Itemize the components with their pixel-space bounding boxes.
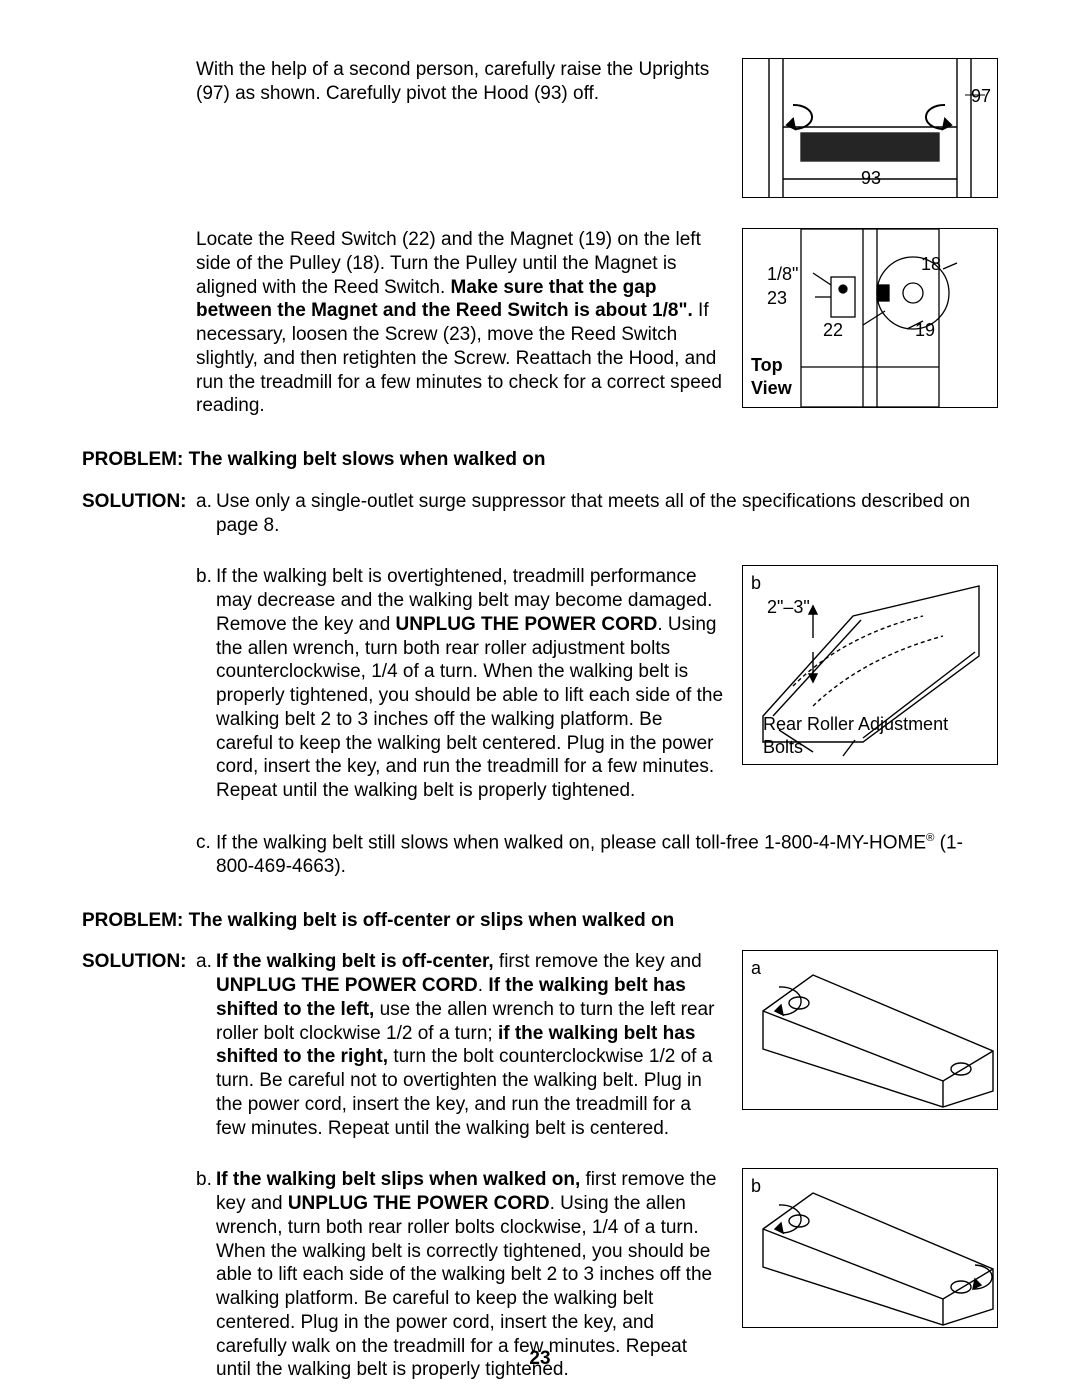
label-97: 97 [971, 85, 991, 108]
step-text-c: If the walking belt still slows when wal… [216, 831, 998, 879]
fig-offcenter-a: a [742, 950, 998, 1110]
solution-label-2: SOLUTION: [82, 950, 196, 1146]
solution-slow-c: c. If the walking belt still slows when … [196, 831, 998, 879]
fig-reed: 1/8" 23 18 22 19 Top View [742, 228, 998, 408]
uprights-row: With the help of a second person, carefu… [82, 58, 998, 198]
label-top-view: Top View [751, 354, 792, 399]
problem-slow-heading: PROBLEM: The walking belt slows when wal… [82, 448, 998, 472]
step-letter-b: b. [196, 565, 216, 803]
fig-tag-oc-a: a [751, 957, 761, 980]
label-19: 19 [915, 319, 935, 342]
label-93: 93 [861, 167, 881, 190]
fig-tag-b: b [751, 572, 761, 595]
reed-row: Locate the Reed Switch (22) and the Magn… [82, 228, 998, 418]
solution-label: SOLUTION: [82, 490, 196, 544]
solution-slow-b-row: b. If the walking belt is overtightened,… [82, 565, 998, 809]
fig-caption: Rear Roller Adjustment Bolts [763, 713, 987, 758]
step-letter-oc-a: a. [196, 950, 216, 1140]
label-23: 23 [767, 287, 787, 310]
fig-uprights: 97 93 [742, 58, 998, 198]
solution-offcenter-a-row: SOLUTION: a. If the walking belt is off-… [82, 950, 998, 1146]
step-text-b: If the walking belt is overtightened, tr… [216, 565, 724, 803]
step-letter-a: a. [196, 490, 216, 538]
label-22: 22 [823, 319, 843, 342]
fig-range: 2"–3" [767, 596, 810, 619]
fig-belt-lift: b 2"–3" Rear Roller Adjustment Bolts [742, 565, 998, 765]
step-text-a: Use only a single-outlet surge suppresso… [216, 490, 998, 538]
uprights-text: With the help of a second person, carefu… [196, 58, 724, 106]
label-18: 18 [921, 253, 941, 276]
step-text-oc-a: If the walking belt is off-center, first… [216, 950, 724, 1140]
problem-offcenter-heading: PROBLEM: The walking belt is off-center … [82, 909, 998, 933]
solution-slow-a: SOLUTION: a. Use only a single-outlet su… [82, 490, 998, 544]
fig-offcenter-b: b [742, 1168, 998, 1328]
reed-text: Locate the Reed Switch (22) and the Magn… [196, 228, 724, 418]
label-gap: 1/8" [767, 263, 798, 286]
fig-tag-oc-b: b [751, 1175, 761, 1198]
step-letter-c: c. [196, 831, 216, 879]
page-number: 23 [0, 1347, 1080, 1371]
